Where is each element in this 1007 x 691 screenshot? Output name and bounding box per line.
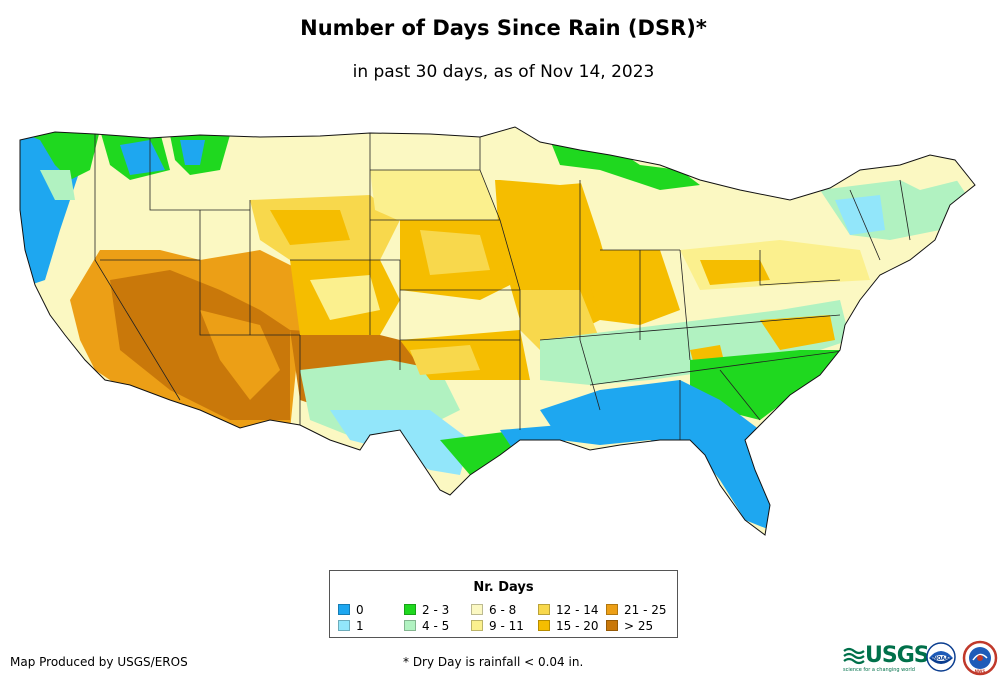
nws-logo-icon: NWS [962,640,998,676]
noaa-logo-text: NOAA [933,656,949,662]
legend-item-2-3: 2 - 3 [404,604,449,616]
us-outline [19,126,976,536]
usgs-tagline: science for a changing world [843,667,915,673]
legend-swatch [471,620,483,631]
dsr-regions [20,127,975,535]
legend-item-21-25: 21 - 25 [606,604,667,616]
state-boundaries [94,130,911,440]
dry-day-footnote: * Dry Day is rainfall < 0.04 in. [403,655,584,669]
legend-swatch [471,604,483,615]
legend-item-15-20: 15 - 20 [538,620,599,632]
legend-swatch [338,604,350,615]
legend-swatch [606,620,618,631]
legend-item-12-14: 12 - 14 [538,604,599,616]
usgs-wordmark: USGS [865,643,930,668]
map-subtitle: in past 30 days, as of Nov 14, 2023 [352,62,655,82]
legend-item-4-5: 4 - 5 [404,620,449,632]
legend-title: Nr. Days [473,580,534,595]
legend-item-0: 0 [338,604,364,616]
legend-item-6-8: 6 - 8 [471,604,516,616]
noaa-logo-icon: NOAA [926,642,956,672]
nws-logo-text: NWS [975,669,986,674]
legend-item-gt-25: > 25 [606,620,653,632]
legend-swatch [338,620,350,631]
dsr-map [19,126,976,536]
legend: Nr. Days 0 1 2 - 3 4 - 5 6 - 8 9 - 11 12… [329,570,678,638]
legend-swatch [606,604,618,615]
map-credit: Map Produced by USGS/EROS [10,655,188,669]
legend-swatch [404,620,416,631]
legend-item-9-11: 9 - 11 [471,620,524,632]
usgs-logo: USGS science for a changing world [843,643,930,673]
map-title: Number of Days Since Rain (DSR)* [300,16,707,40]
legend-swatch [538,620,550,631]
usgs-wave-icon [843,647,865,664]
legend-swatch [538,604,550,615]
legend-item-1: 1 [338,620,364,632]
legend-swatch [404,604,416,615]
